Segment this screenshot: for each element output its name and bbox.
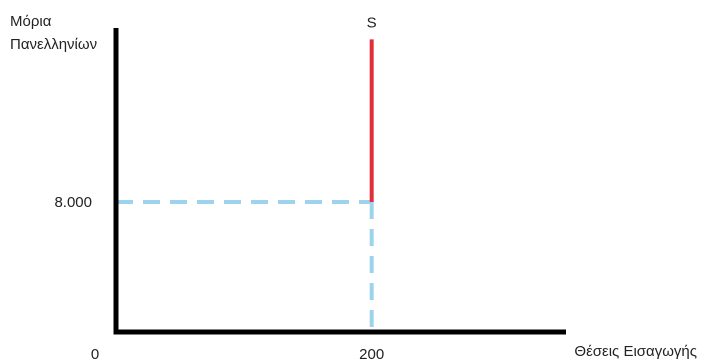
origin-label: 0 bbox=[91, 346, 99, 362]
y-axis-label-line-2: Πανελληνίων bbox=[10, 36, 97, 53]
y-tick-label: 8.000 bbox=[54, 194, 92, 211]
y-axis-label-line-1: Μόρια bbox=[10, 13, 52, 30]
x-tick-label: 200 bbox=[359, 346, 384, 362]
x-axis-label: Θέσεις Εισαγωγής bbox=[574, 343, 697, 360]
series-label: S bbox=[367, 14, 377, 31]
